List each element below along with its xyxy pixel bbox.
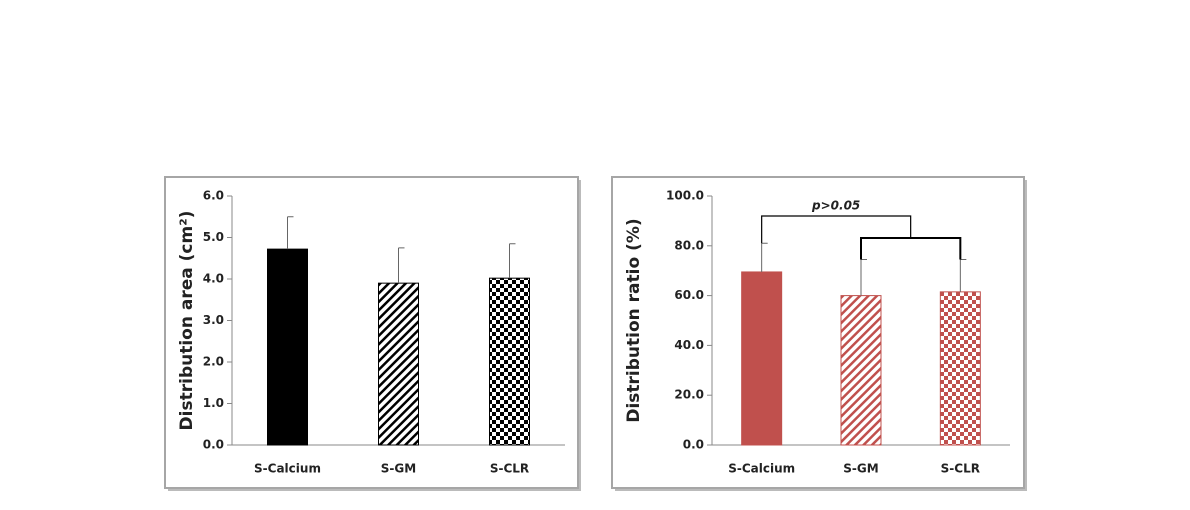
y-tick-label: 2.0 [203, 355, 224, 369]
x-tick-label: S-GM [381, 462, 416, 476]
y-tick-label: 0.0 [683, 438, 704, 452]
y-tick-label: 6.0 [203, 189, 224, 203]
bar [741, 271, 783, 446]
annotation: p>0.05 [811, 199, 860, 213]
significance-bracket [761, 215, 912, 244]
y-axis-label: Distribution area (cm²) [177, 211, 197, 431]
y-tick-label: 3.0 [203, 313, 224, 327]
y-tick-label: 0.0 [203, 438, 224, 452]
y-tick-label: 60.0 [674, 288, 704, 302]
y-tick-label: 5.0 [203, 230, 224, 244]
bar [840, 295, 882, 446]
y-axis-label: Distribution ratio (%) [624, 218, 644, 422]
x-tick-label: S-CLR [941, 462, 980, 476]
significance-bracket [860, 237, 962, 260]
bar [939, 291, 981, 446]
y-tick-label: 4.0 [203, 272, 224, 286]
error-bar [761, 242, 768, 272]
x-tick-label: S-Calcium [254, 462, 321, 476]
y-tick-label: 20.0 [674, 388, 704, 402]
x-tick-label: S-Calcium [728, 462, 795, 476]
error-bar [398, 247, 405, 284]
x-tick-label: S-CLR [490, 462, 529, 476]
x-tick-label: S-GM [843, 462, 878, 476]
bar [378, 282, 419, 446]
bar [267, 248, 308, 446]
error-bar [287, 216, 294, 250]
y-tick-label: 1.0 [203, 396, 224, 410]
y-tick-label: 40.0 [674, 338, 704, 352]
y-tick-label: 80.0 [674, 238, 704, 252]
y-tick-label: 100.0 [666, 189, 704, 203]
error-bar [509, 243, 516, 279]
bar [489, 277, 530, 446]
